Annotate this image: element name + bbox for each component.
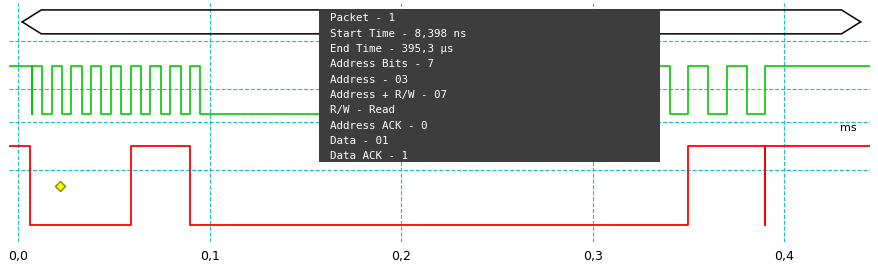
Text: End Time - 395,3 μs: End Time - 395,3 μs [330,44,453,54]
Text: Address Bits - 7: Address Bits - 7 [330,59,434,69]
Text: Start Time - 8,398 ns: Start Time - 8,398 ns [330,29,466,38]
Text: Address ACK - 0: Address ACK - 0 [330,120,428,131]
Text: Address - 03: Address - 03 [330,75,408,85]
Text: Data ACK - 1: Data ACK - 1 [330,151,408,161]
Text: Packet - 1: Packet - 1 [330,13,395,23]
FancyBboxPatch shape [319,9,658,162]
Text: R/W - Read: R/W - Read [330,105,395,115]
Text: ms: ms [839,123,856,133]
Text: 03 - Read - 01: 03 - Read - 01 [397,15,486,28]
Text: Data - 01: Data - 01 [330,136,388,146]
Text: Address + R/W - 07: Address + R/W - 07 [330,90,447,100]
